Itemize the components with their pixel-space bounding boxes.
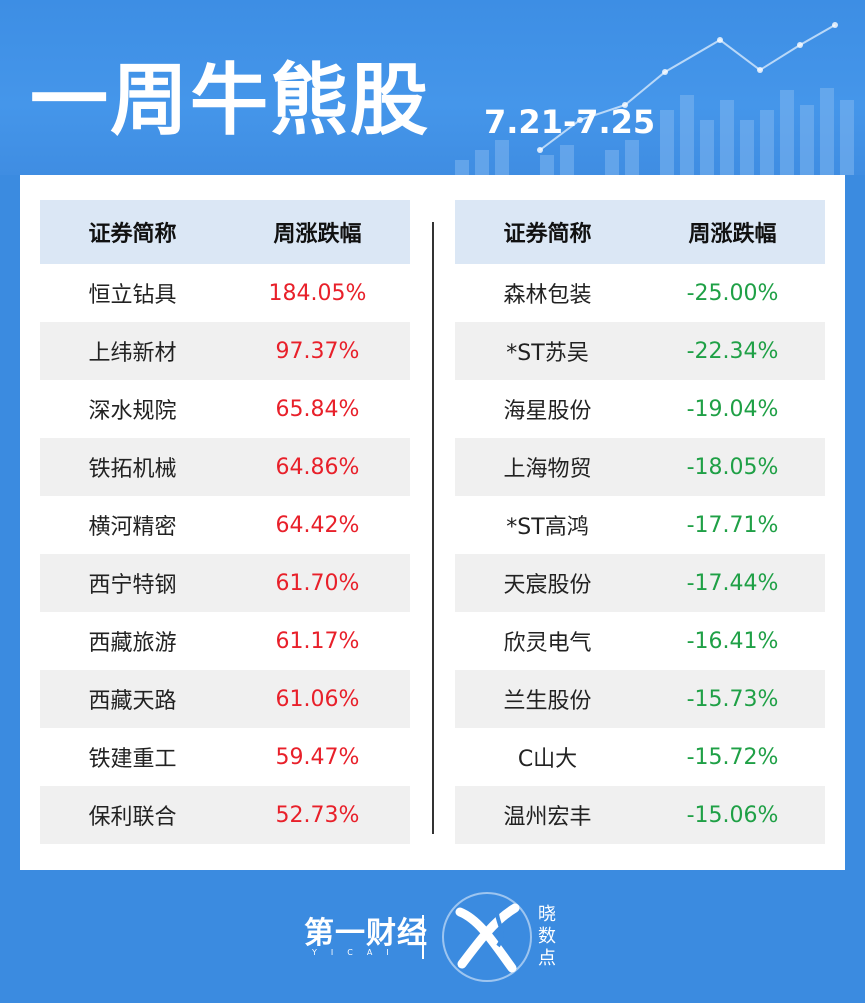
stock-change: -17.71% — [686, 512, 779, 538]
logo-divider — [422, 915, 424, 959]
stock-name: 天宸股份 — [503, 573, 592, 598]
stock-change: 61.06% — [275, 686, 360, 712]
table-row: *ST苏吴 -22.34% — [455, 322, 825, 380]
content-card: 证券简称 周涨跌幅 恒立钻具 184.05% 上纬新材 97.37% 深水规院 … — [20, 175, 845, 870]
stock-change: -22.34% — [686, 338, 779, 364]
stock-name: 上纬新材 — [88, 341, 177, 366]
chart-decoration — [455, 22, 854, 175]
stock-name: 上海物贸 — [503, 457, 592, 482]
table-row: 深水规院 65.84% — [40, 380, 410, 438]
bear-table-header: 证券简称 周涨跌幅 — [455, 200, 825, 264]
stock-change: -25.00% — [686, 280, 779, 306]
stock-name: 海星股份 — [503, 399, 592, 424]
col-name-header: 证券简称 — [88, 222, 177, 247]
xiaoshudian-logo-icon — [442, 892, 532, 982]
col-change-header: 周涨跌幅 — [688, 222, 777, 247]
table-row: 森林包装 -25.00% — [455, 264, 825, 322]
stock-name: 深水规院 — [88, 399, 177, 424]
stock-change: 65.84% — [275, 396, 360, 422]
page-title: 一周牛熊股 — [30, 56, 431, 146]
stock-change: -15.72% — [686, 744, 779, 770]
stock-change: 64.86% — [275, 454, 360, 480]
stock-name: 欣灵电气 — [503, 631, 592, 656]
stock-change: -18.05% — [686, 454, 779, 480]
brand-logo-subtext: YICAI — [312, 948, 403, 957]
table-row: 兰生股份 -15.73% — [455, 670, 825, 728]
date-range: 7.21-7.25 — [484, 103, 656, 141]
product-name: 晓 数 点 — [536, 904, 558, 970]
stock-name: 西藏旅游 — [88, 631, 177, 656]
table-row: 上海物贸 -18.05% — [455, 438, 825, 496]
stock-name: 铁拓机械 — [88, 457, 177, 482]
stock-name: C山大 — [517, 747, 578, 772]
column-divider — [432, 222, 434, 834]
stock-change: 52.73% — [275, 802, 360, 828]
stock-change: -15.06% — [686, 802, 779, 828]
stock-name: 西宁特钢 — [88, 573, 177, 598]
stock-change: -15.73% — [686, 686, 779, 712]
stock-change: -19.04% — [686, 396, 779, 422]
table-row: 温州宏丰 -15.06% — [455, 786, 825, 844]
stock-change: 61.17% — [275, 628, 360, 654]
stock-name: 兰生股份 — [503, 689, 592, 714]
bull-table-header: 证券简称 周涨跌幅 — [40, 200, 410, 264]
table-row: 铁建重工 59.47% — [40, 728, 410, 786]
table-row: 恒立钻具 184.05% — [40, 264, 410, 322]
stock-name: 森林包装 — [503, 283, 592, 308]
col-change-header: 周涨跌幅 — [273, 222, 362, 247]
table-row: 上纬新材 97.37% — [40, 322, 410, 380]
stock-name: 恒立钻具 — [88, 283, 177, 308]
col-name-header: 证券简称 — [503, 222, 592, 247]
stock-change: 59.47% — [275, 744, 360, 770]
stock-change: 64.42% — [275, 512, 360, 538]
product-char: 点 — [538, 948, 556, 969]
product-char: 数 — [538, 926, 556, 947]
header-banner: 一周牛熊股 7.21-7.25 — [0, 0, 865, 175]
table-row: 欣灵电气 -16.41% — [455, 612, 825, 670]
footer: 第一财经 YICAI 晓 数 点 — [0, 870, 865, 1003]
stock-change: 61.70% — [275, 570, 360, 596]
stock-name: *ST高鸿 — [506, 515, 589, 540]
stock-change: 97.37% — [275, 338, 360, 364]
table-row: 海星股份 -19.04% — [455, 380, 825, 438]
stock-name: 铁建重工 — [88, 747, 177, 772]
table-row: 铁拓机械 64.86% — [40, 438, 410, 496]
stock-name: 保利联合 — [88, 805, 177, 830]
table-row: 西藏天路 61.06% — [40, 670, 410, 728]
brand-logo-text: 第一财经 — [304, 916, 428, 951]
stock-name: 横河精密 — [88, 515, 177, 540]
stock-change: -17.44% — [686, 570, 779, 596]
stock-name: 西藏天路 — [88, 689, 177, 714]
table-row: 保利联合 52.73% — [40, 786, 410, 844]
bear-table: 证券简称 周涨跌幅 森林包装 -25.00% *ST苏吴 -22.34% 海星股… — [455, 200, 825, 844]
stock-name: 温州宏丰 — [503, 805, 592, 830]
table-row: 西宁特钢 61.70% — [40, 554, 410, 612]
stock-name: *ST苏吴 — [506, 341, 589, 366]
bull-table: 证券简称 周涨跌幅 恒立钻具 184.05% 上纬新材 97.37% 深水规院 … — [40, 200, 410, 844]
table-row: 横河精密 64.42% — [40, 496, 410, 554]
table-row: 天宸股份 -17.44% — [455, 554, 825, 612]
product-char: 晓 — [538, 904, 556, 925]
stock-change: 184.05% — [268, 280, 367, 306]
table-row: 西藏旅游 61.17% — [40, 612, 410, 670]
table-row: *ST高鸿 -17.71% — [455, 496, 825, 554]
table-row: C山大 -15.72% — [455, 728, 825, 786]
stock-change: -16.41% — [686, 628, 779, 654]
